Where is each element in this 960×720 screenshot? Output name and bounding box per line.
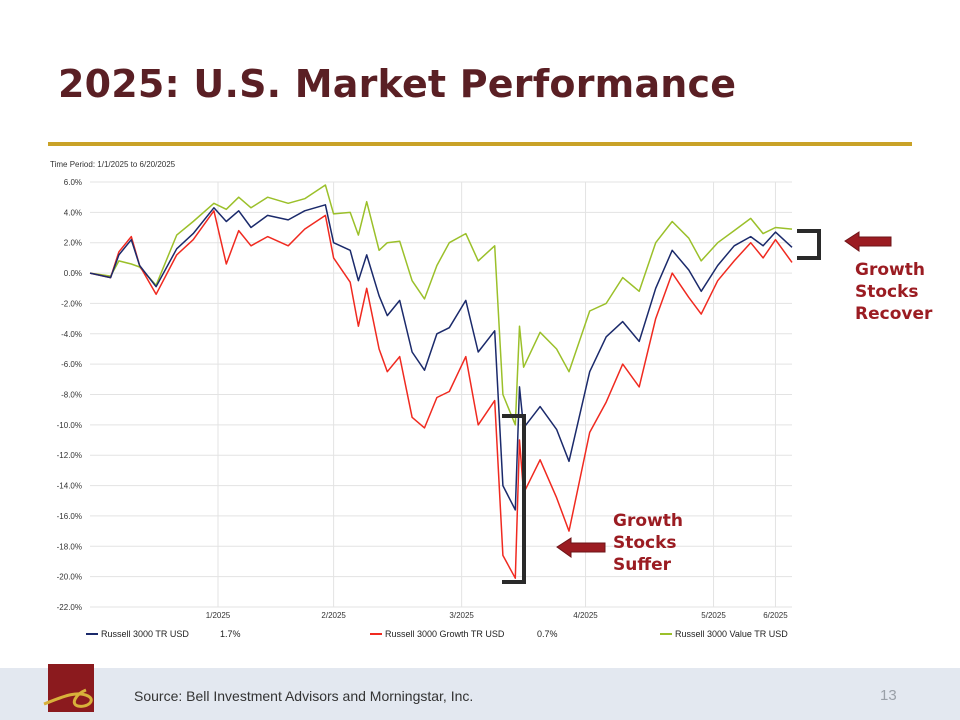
page-number: 13 <box>880 687 897 704</box>
x-tick-label: 1/2025 <box>206 611 231 620</box>
x-tick-label: 4/2025 <box>573 611 598 620</box>
series-line <box>89 204 793 511</box>
y-tick-label: 4.0% <box>64 208 82 217</box>
left-arrow-icon <box>556 537 606 558</box>
series-line <box>89 184 793 426</box>
logo-swoosh <box>43 688 93 708</box>
legend-series-name: Russell 3000 Value TR USD <box>675 629 788 639</box>
bracket-recover <box>797 229 821 260</box>
footer-bar <box>0 668 960 720</box>
arrow-recover-shape <box>844 231 892 252</box>
y-tick-label: -12.0% <box>57 451 82 460</box>
callout-suffer-line: Stocks <box>613 533 677 553</box>
legend-series-name: Russell 3000 Growth TR USD <box>385 629 505 639</box>
series-line <box>89 210 793 579</box>
callout-recover-line: Growth <box>855 260 925 280</box>
arrow-suffer-shape <box>556 537 606 558</box>
y-tick-label: -16.0% <box>57 512 82 521</box>
gridlines <box>90 181 792 608</box>
annotation-brackets <box>502 229 821 584</box>
callout-growth-recover: Growth Stocks Recover <box>855 259 932 325</box>
y-tick-label: -20.0% <box>57 573 82 582</box>
y-tick-label: -22.0% <box>57 603 82 612</box>
time-period-label: Time Period: 1/1/2025 to 6/20/2025 <box>50 160 176 169</box>
x-axis: 1/2025 2/2025 3/2025 4/2025 5/2025 6/2025 <box>206 611 788 620</box>
y-axis: 6.0% 4.0% 2.0% 0.0% -2.0% -4.0% -6.0% -8.0% -10.… <box>57 178 82 612</box>
x-tick-label: 5/2025 <box>701 611 726 620</box>
callout-suffer-line: Suffer <box>613 555 672 575</box>
y-tick-label: 2.0% <box>64 239 82 248</box>
y-tick-label: -6.0% <box>61 360 82 369</box>
y-tick-label: -10.0% <box>57 421 82 430</box>
y-tick-label: -2.0% <box>61 299 82 308</box>
callout-recover-line: Stocks <box>855 282 919 302</box>
y-tick-label: 0.0% <box>64 269 82 278</box>
callout-recover-line: Recover <box>855 304 933 324</box>
x-tick-label: 6/2025 <box>763 611 788 620</box>
y-tick-label: -4.0% <box>61 330 82 339</box>
y-tick-label: -18.0% <box>57 542 82 551</box>
legend-series-value: 1.7% <box>220 629 241 639</box>
bracket-suffer <box>502 414 526 584</box>
series-lines <box>89 184 793 579</box>
source-text: Source: Bell Investment Advisors and Mor… <box>134 688 474 704</box>
y-tick-label: -8.0% <box>61 391 82 400</box>
company-logo-icon <box>43 664 94 712</box>
legend: Russell 3000 TR USD 1.7% Russell 3000 Grow… <box>86 629 788 639</box>
line-chart: Time Period: 1/1/2025 to 6/20/2025 6.0% 4… <box>50 160 821 639</box>
slide-title: 2025: U.S. Market Performance <box>58 62 737 106</box>
callout-growth-suffer: Growth Stocks Suffer <box>613 510 683 576</box>
y-tick-label: 6.0% <box>64 178 82 187</box>
y-tick-label: -14.0% <box>57 482 82 491</box>
legend-series-name: Russell 3000 TR USD <box>101 629 189 639</box>
title-divider <box>48 142 912 146</box>
x-tick-label: 3/2025 <box>449 611 474 620</box>
x-tick-label: 2/2025 <box>321 611 346 620</box>
legend-series-value: 0.7% <box>537 629 558 639</box>
callout-suffer-line: Growth <box>613 511 683 531</box>
left-arrow-icon <box>844 231 892 252</box>
